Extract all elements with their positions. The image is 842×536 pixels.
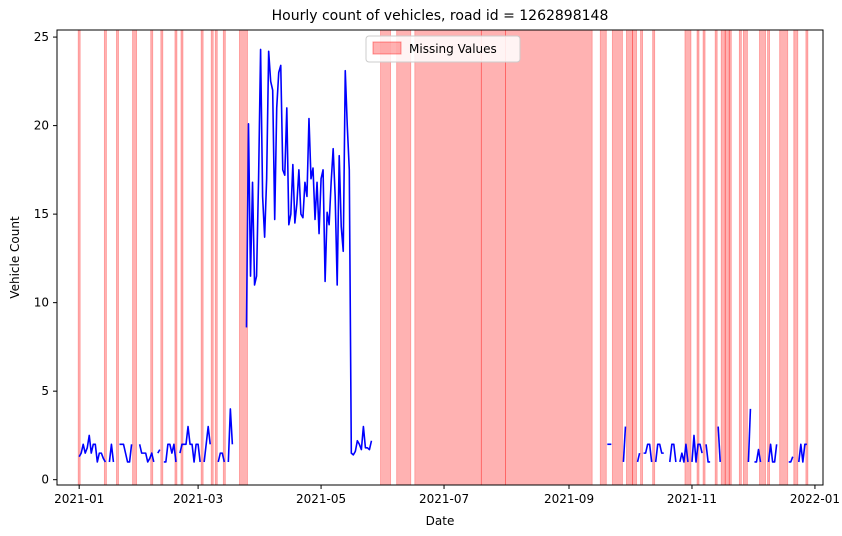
series-line-segment bbox=[747, 408, 752, 463]
legend: Missing Values bbox=[365, 35, 521, 63]
series-line-segment bbox=[78, 434, 107, 463]
legend-box bbox=[365, 35, 521, 63]
missing-value-span bbox=[200, 29, 204, 486]
missing-value-span bbox=[759, 29, 766, 486]
series-line-segment bbox=[108, 443, 115, 463]
missing-value-span bbox=[180, 29, 184, 486]
missing-value-span bbox=[742, 29, 748, 486]
missing-value-span bbox=[684, 29, 692, 486]
series-line-segment bbox=[217, 452, 226, 463]
series-line-segment bbox=[788, 456, 794, 463]
series-line-segment bbox=[669, 443, 677, 463]
series-line-segment bbox=[157, 449, 161, 454]
missing-value-span bbox=[214, 29, 218, 486]
legend-entry-missing: Missing Values bbox=[409, 42, 497, 56]
missing-value-span bbox=[714, 29, 718, 486]
y-axis: 0 5 10 15 20 25 bbox=[34, 30, 57, 487]
y-tick-label: 20 bbox=[34, 119, 49, 133]
series-line-segment bbox=[767, 443, 778, 463]
x-tick-label: 2021-03 bbox=[173, 492, 223, 506]
missing-value-span bbox=[724, 29, 730, 486]
x-tick-label: 2021-01 bbox=[54, 492, 104, 506]
missing-value-span bbox=[767, 29, 770, 486]
missing-value-span bbox=[720, 29, 726, 486]
x-tick-label: 2021-09 bbox=[544, 492, 594, 506]
missing-value-span bbox=[132, 29, 138, 486]
x-axis: 2021-01 2021-03 2021-05 2021-07 2021-09 2021-… bbox=[54, 485, 840, 506]
series-line-segment bbox=[138, 444, 155, 463]
x-tick-label: 2021-07 bbox=[419, 492, 469, 506]
series-line-segment bbox=[717, 426, 721, 463]
y-tick-label: 25 bbox=[34, 30, 49, 44]
x-axis-label: Date bbox=[426, 514, 455, 528]
series-line-segment bbox=[163, 443, 177, 463]
missing-value-span bbox=[599, 29, 607, 486]
legend-swatch-missing bbox=[372, 41, 402, 55]
series-line-segment bbox=[203, 425, 211, 463]
series-line-segment bbox=[798, 443, 807, 463]
missing-value-span bbox=[626, 29, 633, 486]
missing-value-span bbox=[174, 29, 178, 486]
y-tick-label: 10 bbox=[34, 296, 49, 310]
series-line-segment bbox=[754, 448, 762, 463]
missing-value-span bbox=[505, 29, 593, 486]
series-line-segment bbox=[119, 443, 133, 463]
chart-title: Hourly count of vehicles, road id = 1262… bbox=[272, 8, 609, 24]
y-tick-label: 0 bbox=[41, 473, 49, 487]
missing-value-span bbox=[652, 29, 656, 486]
missing-value-span bbox=[160, 29, 164, 486]
series-line-layer bbox=[78, 48, 807, 463]
missing-value-span bbox=[116, 29, 119, 486]
missing-value-span bbox=[779, 29, 789, 486]
series-line-segment bbox=[245, 48, 373, 456]
missing-value-span bbox=[702, 29, 706, 486]
missing-value-span bbox=[239, 29, 248, 486]
missing-value-span bbox=[414, 29, 482, 486]
x-tick-label: 2021-11 bbox=[667, 492, 717, 506]
y-axis-label: Vehicle Count bbox=[8, 216, 22, 299]
missing-value-span bbox=[150, 29, 154, 486]
missing-value-span bbox=[793, 29, 799, 486]
missing-value-span bbox=[696, 29, 700, 486]
missing-value-span bbox=[77, 29, 81, 486]
series-line-segment bbox=[679, 443, 689, 463]
missing-value-span bbox=[210, 29, 214, 486]
series-line-segment bbox=[179, 425, 201, 463]
missing-value-span bbox=[103, 29, 107, 486]
missing-value-span bbox=[380, 29, 392, 486]
missing-value-span bbox=[396, 29, 412, 486]
y-tick-label: 15 bbox=[34, 207, 49, 221]
series-line-segment bbox=[643, 443, 653, 463]
x-tick-label: 2022-01 bbox=[790, 492, 840, 506]
series-line-segment bbox=[691, 434, 703, 463]
missing-value-span bbox=[611, 29, 623, 486]
missing-value-span bbox=[222, 29, 226, 486]
plot-frame bbox=[56, 29, 824, 486]
series-line-segment bbox=[705, 444, 711, 463]
missing-value-span bbox=[738, 29, 742, 486]
series-line-segment bbox=[636, 452, 641, 463]
series-line-segment bbox=[622, 426, 627, 463]
series-line-segment bbox=[654, 443, 664, 463]
x-tick-label: 2021-05 bbox=[296, 492, 346, 506]
missing-value-spans bbox=[77, 29, 809, 486]
missing-value-span bbox=[728, 29, 732, 486]
missing-value-span bbox=[480, 29, 506, 486]
y-tick-label: 5 bbox=[41, 384, 49, 398]
missing-value-span bbox=[640, 29, 643, 486]
series-line-segment bbox=[227, 408, 234, 463]
missing-value-span bbox=[805, 29, 809, 486]
missing-value-span bbox=[632, 29, 637, 486]
